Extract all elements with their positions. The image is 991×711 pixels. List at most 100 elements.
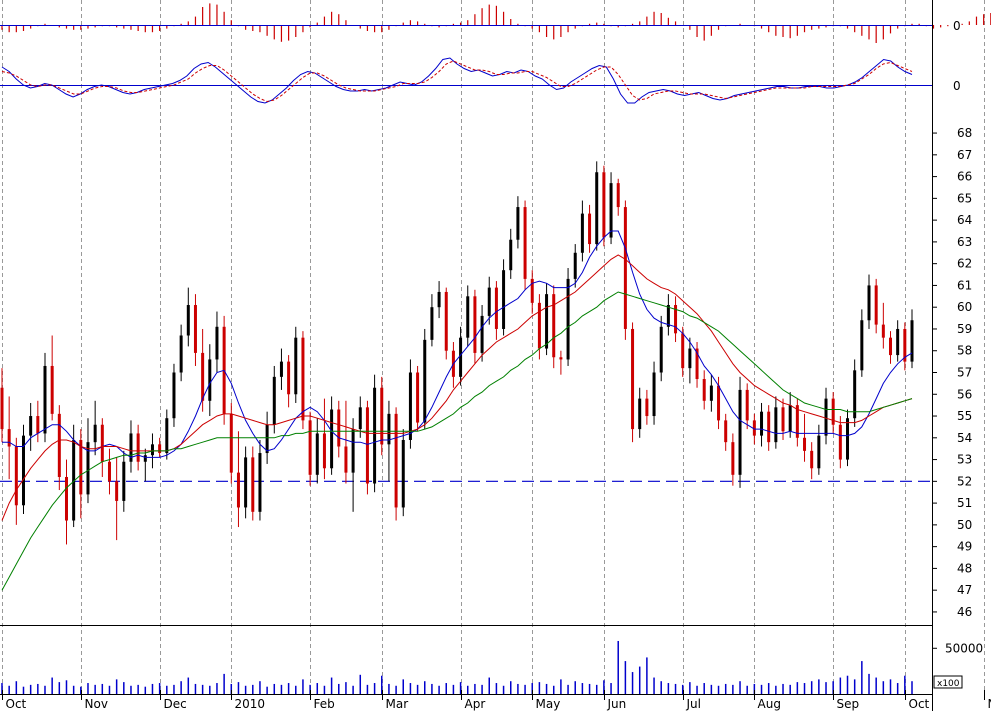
y-tick-label: 53 (957, 453, 972, 467)
y-tick-label: 52 (957, 474, 972, 488)
candle-body (552, 294, 556, 358)
y-tick-label: 67 (957, 148, 972, 162)
candle-body (165, 418, 169, 454)
candle-body (487, 287, 491, 316)
histogram-oscillator-panel (0, 3, 991, 43)
candle-body (602, 172, 606, 238)
y-tick-label: 54 (957, 431, 972, 445)
price-panel (0, 161, 932, 591)
x-tick-label: May (536, 697, 561, 711)
y-tick-label: 60 (957, 300, 972, 314)
x-tick-label: Feb (314, 697, 335, 711)
volume-multiplier-box (933, 675, 963, 689)
candle-body (810, 450, 814, 469)
x-tick-label: Nov (988, 697, 991, 711)
candle-body (115, 481, 119, 501)
y-tick-label: 56 (957, 387, 972, 401)
x-tick-label: Mar (386, 697, 409, 711)
candle-body (315, 433, 319, 475)
candle-body (502, 270, 506, 329)
candle-body (344, 446, 348, 473)
candle-body (401, 439, 405, 508)
candle-body (767, 411, 771, 443)
x-tick-label: Apr (465, 697, 486, 711)
candle-body (874, 285, 878, 325)
candle-body (57, 413, 61, 477)
candle-body (193, 305, 197, 353)
candle-body (79, 439, 83, 495)
candle-body (831, 398, 835, 425)
candle-body (545, 294, 549, 349)
candle-body (21, 435, 25, 506)
oscillator-line (1, 57, 913, 104)
candle-body (301, 337, 305, 421)
candle-body (251, 457, 255, 512)
candle-body (0, 387, 4, 430)
candle-body (731, 442, 735, 475)
x-tick-label: Nov (85, 697, 108, 711)
candle-body (365, 407, 369, 484)
candle-body (172, 372, 176, 419)
candle-body (330, 409, 334, 469)
candle-body (294, 337, 298, 395)
candle-body (817, 435, 821, 469)
y-tick-label: 50 (957, 518, 972, 532)
candle-body (580, 213, 584, 253)
y-tick-label: 61 (957, 278, 972, 292)
y-tick-label: 55 (957, 409, 972, 423)
y-tick-label: 51 (957, 496, 972, 510)
candle-body (43, 365, 47, 434)
x-tick-label: Dec (164, 697, 187, 711)
y-tick-label: 68 (957, 126, 972, 140)
candle-body (795, 405, 799, 438)
candle-body (93, 424, 97, 443)
candle-body (236, 472, 240, 508)
candle-body (724, 420, 728, 443)
candle-body (566, 278, 570, 360)
candle-body (480, 315, 484, 353)
candle-body (322, 433, 326, 469)
y-tick-label: 47 (957, 583, 972, 597)
candle-body (136, 433, 140, 462)
candle-body (14, 446, 18, 506)
candle-body (351, 429, 355, 473)
x-tick-label: Sep (837, 697, 860, 711)
candle-body (64, 476, 68, 521)
moving-average-line (2, 230, 913, 458)
candle-body (903, 328, 907, 362)
candle-body (394, 413, 398, 508)
candle-body (709, 385, 713, 401)
candle-body (774, 407, 778, 443)
x-tick-label: Aug (758, 697, 781, 711)
candle-body (150, 444, 154, 456)
candle-body (609, 183, 613, 238)
candle-body (595, 172, 599, 245)
candle-body (186, 305, 190, 336)
candle-body (158, 444, 162, 454)
candle-body (631, 328, 635, 430)
line-oscillator-panel (0, 57, 932, 104)
candle-body (229, 413, 233, 473)
candle-body (308, 420, 312, 475)
candle-body (100, 424, 104, 462)
candle-body (7, 429, 11, 447)
y-tick-label: 49 (957, 540, 972, 554)
candle-body (803, 437, 807, 451)
oscillator-signal-line (1, 60, 913, 103)
candle-body (416, 372, 420, 423)
candle-body (473, 296, 477, 353)
candle-body (537, 302, 541, 349)
candle-body (265, 424, 269, 454)
candle-body (588, 213, 592, 245)
candle-body (530, 278, 534, 303)
y-tick-label: 58 (957, 344, 972, 358)
candle-body (143, 455, 147, 462)
candle-body (623, 207, 627, 329)
x-tick-label: Oct (909, 697, 930, 711)
candle-body (752, 420, 756, 436)
candle-body (107, 461, 111, 482)
candle-body (666, 305, 670, 327)
candle-body (208, 359, 212, 401)
candle-body (910, 320, 914, 362)
